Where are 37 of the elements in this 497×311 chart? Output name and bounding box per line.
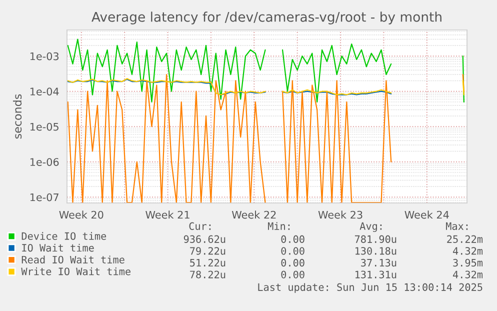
text: 37.13u bbox=[361, 258, 396, 267]
y-tick-label: 1e-07 bbox=[30, 193, 58, 202]
text: 78.22u bbox=[190, 270, 226, 278]
legend-label: IO Wait time bbox=[22, 244, 94, 252]
text: 0.00 bbox=[281, 258, 304, 267]
text: 0.00 bbox=[281, 235, 304, 243]
text: Max: bbox=[446, 222, 468, 230]
chart-title: Average latency for /dev/cameras-vg/root - by month bbox=[92, 12, 442, 24]
text: 781.90u bbox=[354, 235, 396, 243]
y-tick-label: 1e-05 bbox=[30, 122, 58, 131]
text: Last update: Sun Jun 15 13:00:14 2025 bbox=[258, 283, 482, 293]
text: 25.22m bbox=[447, 235, 483, 243]
text: 936.62u bbox=[184, 235, 226, 243]
text: 51.22u bbox=[190, 258, 226, 267]
text: 4.32m bbox=[452, 270, 483, 278]
x-tick-label: Week 22 bbox=[232, 210, 276, 219]
text: Min: bbox=[268, 222, 290, 230]
text: Avg: bbox=[360, 222, 382, 232]
legend-label: Write IO Wait time bbox=[21, 267, 130, 276]
text: Cur: bbox=[189, 222, 211, 230]
x-tick-label: Week 20 bbox=[59, 210, 104, 219]
text: 4.32m bbox=[452, 247, 483, 255]
text: 3.95m bbox=[453, 258, 483, 267]
text: 79.22u bbox=[190, 247, 226, 255]
text: 130.18u bbox=[355, 247, 396, 255]
text: 131.31u bbox=[355, 270, 396, 278]
y-tick-label: 1e-04 bbox=[30, 88, 59, 96]
x-tick-label: Week 24 bbox=[404, 210, 449, 219]
y-tick-label: 1e-06 bbox=[30, 158, 59, 166]
x-tick-label: Week 21 bbox=[146, 210, 190, 219]
legend-label: Device IO time bbox=[22, 232, 106, 240]
y-tick-label: 1e-03 bbox=[30, 52, 59, 60]
legend-label: Read IO Wait time bbox=[22, 256, 124, 264]
text: 0.00 bbox=[281, 270, 304, 278]
y-axis-title: seconds bbox=[13, 94, 22, 139]
text: 0.00 bbox=[281, 247, 304, 255]
x-tick-label: Week 23 bbox=[318, 210, 362, 219]
